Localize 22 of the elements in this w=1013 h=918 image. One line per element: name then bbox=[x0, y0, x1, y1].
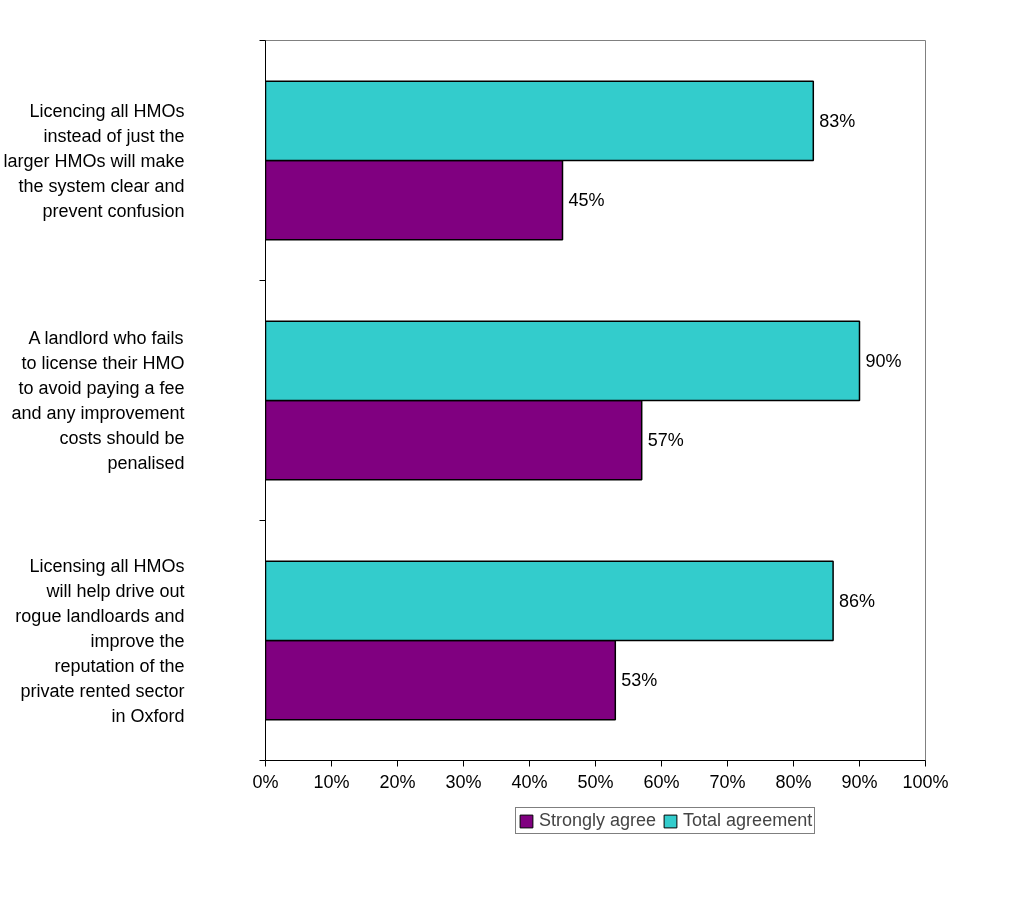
legend-label: Total agreement bbox=[683, 810, 813, 831]
y-tick-label: Licencing all HMOs instead of just the larger HMOs will make the system clear and prevent confusion bbox=[3, 100, 185, 221]
x-tick-label: 100% bbox=[902, 771, 949, 792]
x-tick-label: 60% bbox=[643, 771, 680, 792]
x-tick-label: 40% bbox=[511, 771, 548, 792]
x-tick-label: 50% bbox=[577, 771, 614, 792]
data-label: 83% bbox=[819, 110, 856, 131]
x-tick-label: 90% bbox=[841, 771, 878, 792]
data-label: 53% bbox=[621, 670, 658, 691]
x-tick-label: 70% bbox=[709, 771, 746, 792]
x-tick-label: 10% bbox=[313, 771, 350, 792]
x-tick-label: 0% bbox=[252, 771, 279, 792]
x-tick-label: 80% bbox=[775, 771, 812, 792]
legend-label: Strongly agree bbox=[539, 810, 657, 831]
x-tick-label: 20% bbox=[379, 771, 416, 792]
y-tick-label: Licensing all HMOs will help drive out rogue landloards and improve the reputation of the private rented sector in Oxford bbox=[15, 555, 185, 726]
data-label: 90% bbox=[865, 350, 902, 371]
data-label: 86% bbox=[839, 590, 876, 611]
y-tick-label: A landlord who fails to license their HMO to avoid paying a fee and any improvement costs should be penalised bbox=[11, 328, 185, 473]
data-label: 45% bbox=[568, 190, 605, 211]
data-label: 57% bbox=[647, 430, 684, 451]
x-tick-label: 30% bbox=[445, 771, 482, 792]
